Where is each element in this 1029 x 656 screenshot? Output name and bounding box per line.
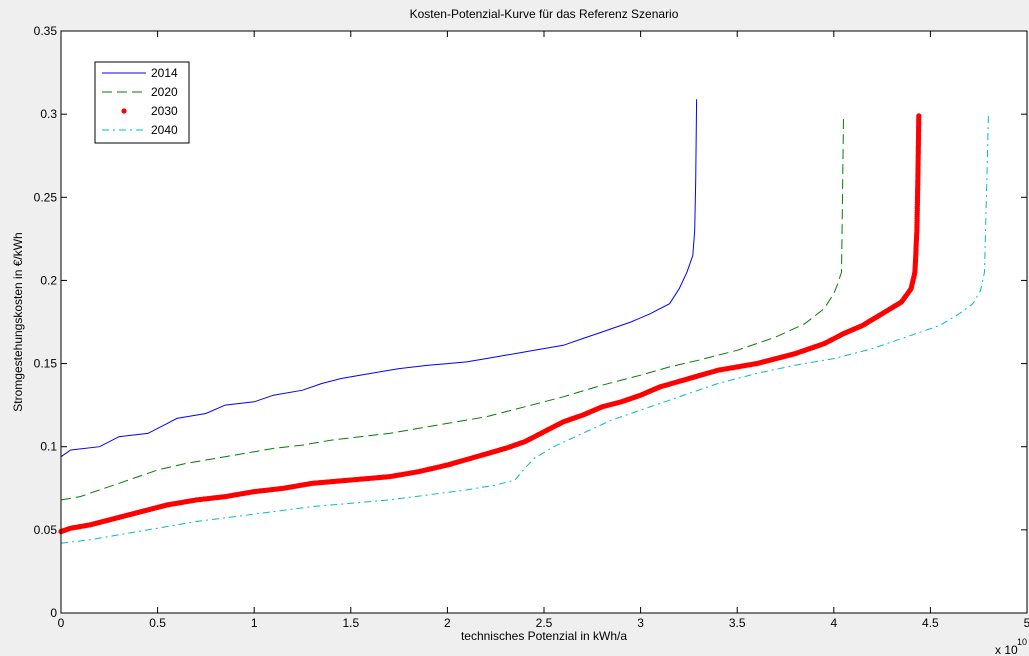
- series-layer: [58, 99, 989, 544]
- chart-title: Kosten-Potenzial-Kurve für das Referenz …: [410, 7, 679, 21]
- x-tick-label: 4: [830, 616, 837, 630]
- y-tick-label: 0.2: [40, 273, 57, 287]
- x-tick-label: 1.5: [342, 616, 359, 630]
- y-tick-label: 0.25: [34, 190, 58, 204]
- plot-area: [61, 31, 1027, 613]
- legend-item-2020: 2020: [102, 85, 178, 99]
- x-tick-label: 4.5: [922, 616, 939, 630]
- x-axis-multiplier-exponent: 10: [1017, 637, 1027, 647]
- series-2030: [58, 113, 922, 535]
- legend-label: 2020: [151, 85, 178, 99]
- series-2020-line: [60, 115, 844, 501]
- x-axis-multiplier-base: x 10: [995, 643, 1018, 656]
- y-tick-label: 0.1: [40, 440, 57, 454]
- x-tick-label: 5: [1024, 616, 1029, 630]
- y-tick-label: 0.05: [34, 523, 58, 537]
- legend-item-2030: 2030: [121, 104, 178, 118]
- x-axis-label: technisches Potenzial in kWh/a: [461, 629, 627, 643]
- legend-label: 2014: [151, 66, 178, 80]
- series-2014: [60, 99, 698, 458]
- series-2020: [60, 115, 844, 501]
- x-tick-label: 3: [637, 616, 644, 630]
- legend-label: 2030: [151, 104, 178, 118]
- x-tick-label: 0.5: [149, 616, 166, 630]
- x-axis-multiplier: x 10 10: [995, 637, 1027, 656]
- y-axis-label: Stromgestehungskosten in €/kWh: [11, 232, 25, 411]
- y-tick-label: 0.15: [34, 357, 58, 371]
- legend-item-2040: 2040: [102, 123, 178, 137]
- legend-label: 2040: [151, 123, 178, 137]
- x-tick-label: 0: [58, 616, 65, 630]
- x-tick-label: 1: [251, 616, 258, 630]
- axis-ticks: 0 0.5 1 1.5 2 2.5 3 3.5 4 4.5 5 0 0.05 0.1 0.15 0.2 0.25…: [34, 24, 1029, 630]
- series-2014-line: [60, 99, 698, 458]
- x-tick-label: 2.5: [536, 616, 553, 630]
- legend: 2014 2020 2030 2040: [94, 61, 190, 144]
- plot-frame: [60, 30, 1028, 614]
- x-tick-label: 2: [444, 616, 451, 630]
- legend-item-2014: 2014: [102, 66, 178, 80]
- series-2030-marker: [916, 113, 922, 119]
- y-tick-label: 0.35: [34, 24, 58, 38]
- y-tick-label: 0.3: [40, 107, 57, 121]
- legend-swatch: [121, 108, 127, 114]
- x-tick-label: 3.5: [729, 616, 746, 630]
- y-tick-label: 0: [50, 606, 57, 620]
